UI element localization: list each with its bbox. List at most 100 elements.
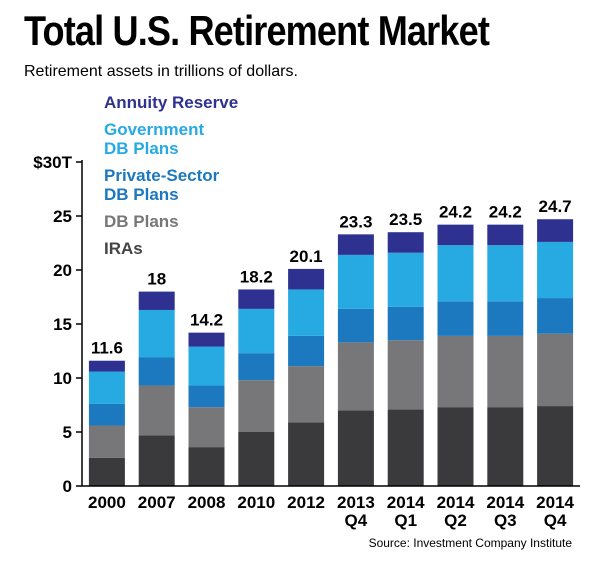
bar-segment	[238, 380, 275, 432]
legend-item: Annuity Reserve	[104, 93, 238, 112]
bar-total-label: 20.1	[290, 247, 323, 266]
bar-segment	[487, 224, 524, 246]
x-tick-label-line: 2007	[138, 493, 176, 512]
bar-segment	[437, 245, 474, 302]
legend-item: Private-Sector DB Plans	[104, 166, 220, 204]
bar-segment	[437, 335, 474, 408]
bar-segment	[188, 346, 225, 386]
bar-segment	[487, 335, 524, 408]
bar-segment	[487, 407, 524, 486]
bar-segment	[288, 335, 325, 367]
bar-segment	[537, 406, 574, 486]
bar-segment	[188, 332, 225, 347]
bar-segment	[288, 289, 325, 336]
x-tick-label: 2013 Q4	[337, 493, 375, 530]
bar-segment	[188, 407, 225, 448]
bar-segment	[238, 308, 275, 354]
x-tick-label-line: 2000	[88, 493, 126, 512]
bar-segment	[138, 385, 175, 436]
bar-segment	[337, 234, 374, 255]
x-tick-label-line: Q4	[544, 511, 567, 530]
x-tick-label-line: Q3	[494, 511, 517, 530]
bar-segment	[288, 366, 325, 423]
bar-total-label: 23.5	[389, 210, 422, 229]
bar-total-label: 24.2	[439, 203, 472, 222]
y-tick-label: 25	[53, 207, 72, 226]
chart-title: Total U.S. Retirement Market	[24, 7, 490, 54]
x-tick-label-line: Q4	[345, 511, 368, 530]
x-tick-label-line: 2013	[337, 493, 375, 512]
bar-segment	[337, 254, 374, 309]
y-tick-label: 20	[53, 261, 72, 280]
bar-total-label: 24.7	[539, 197, 572, 216]
x-tick-label: 2014 Q4	[536, 493, 574, 530]
bar-segment	[288, 422, 325, 486]
bar-total-label: 11.6	[91, 339, 123, 358]
bar-segment	[537, 241, 574, 299]
y-tick-label: 10	[53, 369, 72, 388]
bar-total-label: 24.2	[489, 203, 522, 222]
legend-item: Government DB Plans	[104, 120, 204, 158]
y-tick-label: $30T	[33, 153, 72, 172]
x-tick-label: 2010	[237, 493, 275, 512]
bars	[88, 219, 574, 486]
bar-segment	[238, 353, 275, 381]
bar-segment	[537, 333, 574, 407]
legend-label: DB Plans	[104, 212, 179, 231]
source-note: Source: Investment Company Institute	[368, 536, 572, 550]
x-tick-label: 2014 Q1	[387, 493, 425, 530]
bar-total-label: 23.3	[339, 212, 372, 231]
bar-segment	[487, 245, 524, 302]
bar-segment	[88, 360, 125, 372]
x-tick-label-line: 2012	[287, 493, 325, 512]
x-tick-label: 2008	[188, 493, 226, 512]
x-tick-label-line: 2010	[237, 493, 275, 512]
bar-segment	[487, 301, 524, 336]
bar-segment	[387, 340, 424, 410]
bar-segment	[138, 357, 175, 386]
x-tick-label: 2014 Q3	[486, 493, 524, 530]
y-tick-label: 0	[63, 477, 72, 496]
legend-label: DB Plans	[104, 139, 179, 158]
bar-segment	[88, 371, 125, 404]
bar-segment	[138, 309, 175, 358]
bar-segment	[437, 224, 474, 246]
bar-segment	[337, 342, 374, 411]
bar-segment	[138, 435, 175, 486]
x-tick-label-line: 2014	[536, 493, 574, 512]
bar-total-label: 14.2	[190, 311, 223, 330]
x-tick-label-line: Q2	[444, 511, 467, 530]
bar-segment	[387, 252, 424, 307]
legend-label: Government	[104, 120, 204, 139]
x-tick-label-line: 2008	[188, 493, 226, 512]
x-tick-label-line: Q1	[394, 511, 417, 530]
bar-segment	[88, 425, 125, 458]
legend-item: DB Plans	[104, 212, 179, 231]
x-tick-label: 2007	[138, 493, 176, 512]
bar-segment	[88, 457, 125, 486]
bar-segment	[387, 409, 424, 486]
x-tick-label-line: 2014	[387, 493, 425, 512]
bar-segment	[387, 306, 424, 341]
bar-total-label: 18	[147, 270, 166, 289]
bar-segment	[337, 410, 374, 486]
x-tick-label: 2012	[287, 493, 325, 512]
bar-segment	[188, 447, 225, 486]
bar-segment	[337, 308, 374, 343]
bar-totals: 11.6 18 14.2 18.2 20.1 23.3 23.5 24.2 24.2 24.7	[91, 197, 572, 357]
bar-segment	[437, 407, 474, 486]
bar-segment	[437, 301, 474, 336]
x-tick-label: 2000	[88, 493, 126, 512]
bar-segment	[88, 403, 125, 426]
legend-label: DB Plans	[104, 185, 179, 204]
y-axis: 0 5 10 15 20 25 $30T	[33, 153, 83, 496]
legend-label: Annuity Reserve	[104, 93, 238, 112]
x-tick-label: 2014 Q2	[437, 493, 475, 530]
legend-item: IRAs	[104, 239, 143, 258]
y-tick-label: 5	[63, 423, 72, 442]
y-tick-label: 15	[53, 315, 72, 334]
bar-segment	[238, 432, 275, 486]
